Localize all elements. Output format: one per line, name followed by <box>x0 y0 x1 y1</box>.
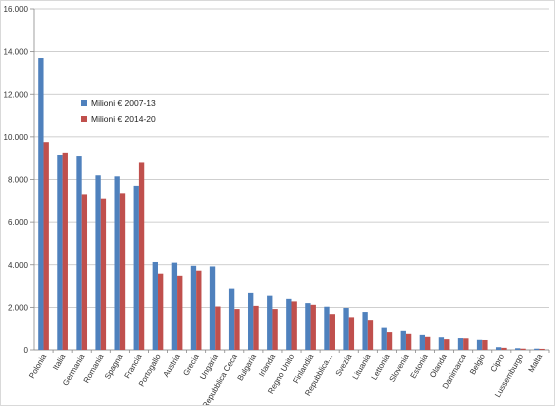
legend-swatch <box>81 100 87 106</box>
bar-2014-20 <box>215 306 221 350</box>
bar-2014-20 <box>234 309 240 350</box>
x-tick-label: Belgio <box>468 352 487 376</box>
legend-label: Milioni € 2014-20 <box>91 114 156 124</box>
bar-2014-20 <box>405 333 412 350</box>
bar-2014-20 <box>444 339 450 350</box>
bar-2007-13 <box>76 156 82 350</box>
bar-2014-20 <box>291 301 297 350</box>
bar-2014-20 <box>253 305 259 350</box>
y-tick-label: 12.000 <box>4 90 29 99</box>
x-tick-label: Svezia <box>334 352 354 378</box>
bar-2014-20 <box>482 339 488 350</box>
bar-2007-13 <box>133 185 139 350</box>
bar-2007-13 <box>343 308 349 350</box>
bar-2007-13 <box>248 292 254 350</box>
bar-2014-20 <box>119 193 126 350</box>
bar-2014-20 <box>62 152 68 350</box>
bar-2007-13 <box>534 348 540 350</box>
bar-2014-20 <box>520 348 526 350</box>
bar-2007-13 <box>152 261 158 350</box>
x-tick-label: Austria <box>162 352 183 379</box>
bar-2014-20 <box>386 332 393 350</box>
bar-2014-20 <box>539 348 545 350</box>
bar-2014-20 <box>177 275 183 350</box>
bar-2007-13 <box>515 348 521 350</box>
bar-2007-13 <box>400 330 406 350</box>
x-tick-label: Cipro <box>489 352 507 374</box>
bar-2007-13 <box>171 262 178 350</box>
x-tick-label: Irlanda <box>257 352 277 378</box>
x-tick-label: Grecia <box>181 352 201 377</box>
legend-swatch <box>81 116 87 122</box>
bar-2014-20 <box>348 317 355 350</box>
bar-2007-13 <box>114 176 120 350</box>
bar-2014-20 <box>463 338 469 350</box>
bar-2014-20 <box>157 273 164 350</box>
bar-2007-13 <box>38 58 44 351</box>
bar-2007-13 <box>305 303 311 350</box>
x-tick-label: Estonia <box>409 352 430 380</box>
bar-2007-13 <box>190 265 197 350</box>
x-tick-label: Italia <box>51 352 68 372</box>
bar-2007-13 <box>228 288 235 350</box>
bar-2014-20 <box>100 198 107 350</box>
y-tick-label: 14.000 <box>4 48 29 57</box>
bar-2007-13 <box>362 312 368 350</box>
y-tick-label: 4.000 <box>8 261 29 270</box>
y-tick-label: 0 <box>24 346 29 355</box>
legend-label: Milioni € 2007-13 <box>91 98 156 108</box>
bar-2007-13 <box>457 338 464 350</box>
bar-2007-13 <box>419 334 426 350</box>
bar-2007-13 <box>95 175 101 350</box>
x-tick-label: Malta <box>527 352 545 374</box>
y-tick-label: 16.000 <box>4 5 29 14</box>
y-tick-label: 2.000 <box>8 303 29 312</box>
bar-2014-20 <box>310 304 316 350</box>
bar-2007-13 <box>495 347 502 350</box>
bar-2007-13 <box>267 295 273 350</box>
bar-2014-20 <box>329 314 335 350</box>
bar-2014-20 <box>43 142 49 350</box>
y-tick-label: 10.000 <box>4 133 29 142</box>
bar-2014-20 <box>138 162 145 350</box>
bar-2007-13 <box>286 298 292 350</box>
bar-2014-20 <box>425 336 431 350</box>
y-tick-label: 8.000 <box>8 176 29 185</box>
bar-2007-13 <box>438 337 445 350</box>
bar-2014-20 <box>272 309 278 350</box>
bar-2014-20 <box>501 347 507 350</box>
x-tick-label: Bulgaria <box>236 352 259 382</box>
bar-2007-13 <box>476 339 483 350</box>
x-tick-label: Spagna <box>103 352 125 381</box>
x-tick-label: Polonia <box>27 352 48 380</box>
bar-2007-13 <box>381 327 387 350</box>
bar-2007-13 <box>324 306 330 350</box>
y-tick-label: 6.000 <box>8 218 29 227</box>
bar-2014-20 <box>196 270 202 350</box>
bar-2014-20 <box>81 194 88 350</box>
bar-2007-13 <box>209 266 216 350</box>
bar-2007-13 <box>57 154 63 350</box>
bar-2014-20 <box>367 320 374 350</box>
